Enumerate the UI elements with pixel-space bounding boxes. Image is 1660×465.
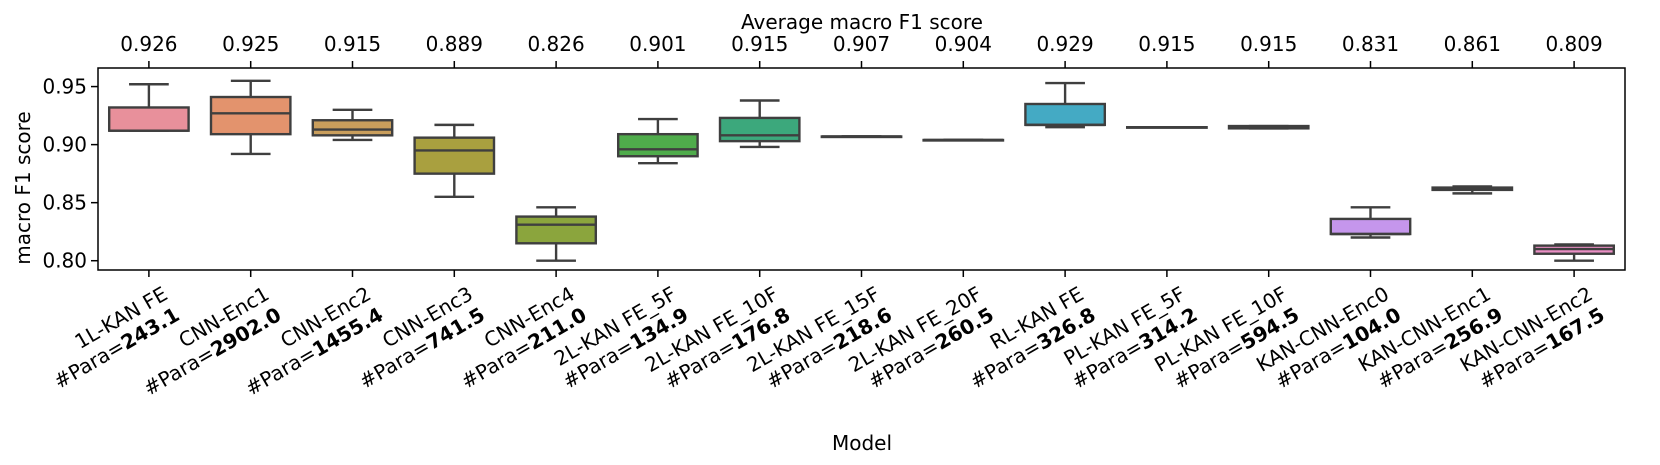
average-f1-value: 0.926 bbox=[120, 32, 177, 56]
y-axis-label: macro F1 score bbox=[11, 111, 35, 264]
param-prefix: #Para= bbox=[241, 341, 320, 400]
box-plot bbox=[922, 138, 1005, 142]
average-f1-value: 0.915 bbox=[1240, 32, 1297, 56]
plot-frame bbox=[97, 67, 1626, 271]
average-f1-value: 0.915 bbox=[731, 32, 788, 56]
box-plot bbox=[413, 123, 496, 199]
y-tick-label: 0.95 bbox=[42, 75, 87, 99]
average-f1-value: 0.861 bbox=[1444, 32, 1501, 56]
y-tick-label: 0.90 bbox=[42, 133, 87, 157]
average-f1-value: 0.889 bbox=[426, 32, 483, 56]
box bbox=[1329, 217, 1412, 236]
box-plot bbox=[1329, 206, 1412, 239]
box-plot bbox=[107, 83, 190, 132]
average-f1-value: 0.831 bbox=[1342, 32, 1399, 56]
box bbox=[107, 106, 190, 132]
box bbox=[616, 132, 699, 158]
box bbox=[515, 215, 598, 245]
average-f1-value: 0.915 bbox=[1138, 32, 1195, 56]
box-plot bbox=[311, 108, 394, 142]
box bbox=[413, 136, 496, 175]
box-plot bbox=[1227, 124, 1310, 130]
param-prefix: #Para= bbox=[139, 341, 218, 400]
y-tick-label: 0.80 bbox=[42, 249, 87, 273]
box-plot bbox=[1125, 126, 1208, 129]
x-axis-tick-labels: 1L-KAN FE#Para=243.1CNN-Enc1#Para=2902.0… bbox=[50, 282, 1609, 401]
box bbox=[209, 95, 292, 136]
box-plot bbox=[820, 135, 903, 139]
top-axis-ticks: 0.926 0.925 0.915 0.889 0.826 0.901 0.915 0.907… bbox=[120, 32, 1603, 68]
x-axis-label: Model bbox=[832, 431, 892, 455]
average-f1-value: 0.929 bbox=[1036, 32, 1093, 56]
average-f1-value: 0.809 bbox=[1545, 32, 1602, 56]
box bbox=[1024, 102, 1107, 127]
box-plot bbox=[1431, 185, 1514, 195]
average-f1-value: 0.925 bbox=[222, 32, 279, 56]
top-axis-title: Average macro F1 score bbox=[741, 10, 983, 34]
average-f1-value: 0.901 bbox=[629, 32, 686, 56]
box-plot bbox=[616, 117, 699, 165]
box-plot bbox=[1533, 243, 1616, 262]
box-plot bbox=[209, 79, 292, 156]
average-f1-value: 0.904 bbox=[935, 32, 992, 56]
box bbox=[718, 116, 801, 143]
box-plot bbox=[1024, 81, 1107, 129]
average-f1-value: 0.826 bbox=[527, 32, 584, 56]
average-f1-value: 0.907 bbox=[833, 32, 890, 56]
box bbox=[311, 119, 394, 137]
box-plot bbox=[515, 206, 598, 262]
box-plot bbox=[718, 99, 801, 149]
bottom-axis-ticks bbox=[148, 270, 1575, 277]
y-axis: 0.80 0.85 0.90 0.95 bbox=[42, 75, 98, 273]
average-f1-value: 0.915 bbox=[324, 32, 381, 56]
y-tick-label: 0.85 bbox=[42, 191, 87, 215]
boxes bbox=[107, 79, 1616, 262]
